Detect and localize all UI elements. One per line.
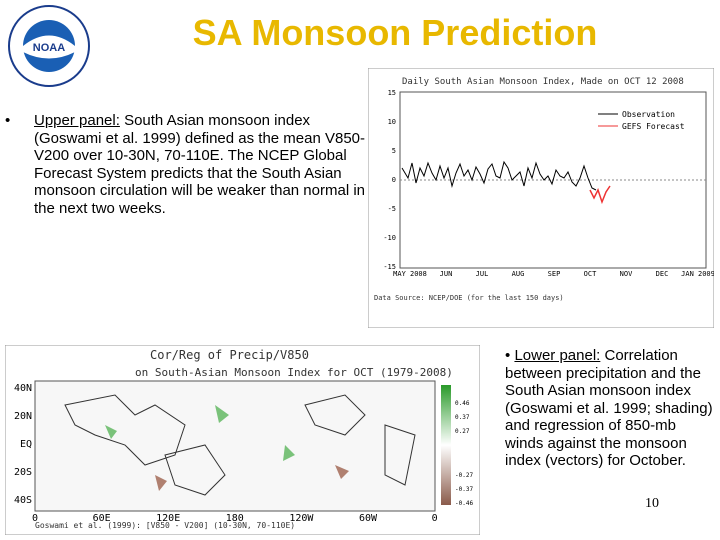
x-tick-label: JUL (476, 270, 489, 278)
y-tick-label: 15 (388, 89, 396, 97)
x-tick-label: MAY 2008 (393, 270, 427, 278)
x-tick-label: JAN 2009 (681, 270, 714, 278)
map-subtitle: on South-Asian Monsoon Index for OCT (19… (135, 366, 453, 379)
lon-label: 60W (359, 513, 378, 524)
lat-label: EQ (20, 439, 32, 450)
observation-line (401, 160, 597, 191)
x-tick-label: AUG (512, 270, 525, 278)
footnote: Goswami et al. (1999): [V850 - V200] (10… (35, 521, 295, 530)
colorbar-label: -0.46 (455, 500, 473, 507)
colorbar-label: 0.46 (455, 400, 470, 407)
x-tick-label: SEP (548, 270, 561, 278)
y-tick-label: 10 (388, 118, 396, 126)
colorbar-label: -0.27 (455, 472, 473, 479)
forecast-line (589, 185, 611, 205)
text: Correlation between precipitation and th… (505, 347, 713, 469)
lon-label: 0 (432, 513, 438, 524)
label: Upper panel: (34, 112, 120, 129)
lower-chart: Cor/Reg of Precip/V850 on South-Asian Mo… (5, 345, 480, 535)
bullet: • (5, 112, 11, 129)
lat-labels: 40N 20N EQ 20S 40S (14, 383, 32, 506)
lon-label: 60E (93, 513, 111, 524)
colorbar-label: 0.27 (455, 428, 470, 435)
lon-label: 120E (156, 513, 180, 524)
noaa-logo: NOAA (8, 5, 90, 87)
x-tick-label: DEC (656, 270, 669, 278)
label: Lower panel: (514, 347, 601, 364)
x-tick-label: NOV (620, 270, 633, 278)
source: Data Source: NCEP/DOE (for the last 150 … (374, 294, 564, 302)
x-tick-label: OCT (584, 270, 597, 278)
lat-label: 20S (14, 467, 32, 478)
lat-label: 40S (14, 495, 32, 506)
slide-title: SA Monsoon Prediction (192, 12, 598, 53)
colorbar-labels: 0.46 0.37 0.27 -0.27 -0.37 -0.46 (455, 400, 473, 507)
page-number: 10 (645, 496, 659, 511)
lon-label: 180 (226, 513, 244, 524)
colorbar-label: 0.37 (455, 414, 470, 421)
bullet: • (505, 347, 511, 364)
lat-label: 20N (14, 411, 32, 422)
lon-labels: 0 60E 120E 180 120W 60W 0 (32, 513, 438, 524)
lat-label: 40N (14, 383, 32, 394)
y-tick-label: -5 (388, 205, 396, 213)
legend-entry: Observation (622, 110, 675, 119)
text: South Asian monsoon index (Goswami et al… (34, 112, 366, 217)
chart-title: Daily South Asian Monsoon Index, Made on… (402, 77, 684, 87)
y-tick-label: -10 (383, 234, 396, 242)
upper-description: Upper panel: South Asian monsoon index (… (34, 112, 374, 217)
upper-chart: Daily South Asian Monsoon Index, Made on… (368, 68, 714, 328)
lon-label: 120W (289, 513, 314, 524)
lon-label: 0 (32, 513, 38, 524)
logo-text: NOAA (33, 42, 65, 54)
y-tick-label: 5 (392, 147, 396, 155)
map-title: Cor/Reg of Precip/V850 (150, 348, 309, 362)
x-tick-label: JUN (440, 270, 453, 278)
lower-description: • Lower panel: Correlation between preci… (505, 347, 717, 470)
legend-entry: GEFS Forecast (622, 122, 685, 131)
y-tick-label: 0 (392, 176, 396, 184)
y-axis: 15 10 5 0 -5 -10 -15 (383, 89, 396, 271)
x-axis: MAY 2008 JUN JUL AUG SEP OCT NOV DEC JAN 2009 (393, 270, 714, 278)
colorbar-label: -0.37 (455, 486, 473, 493)
y-tick-label: -15 (383, 263, 396, 271)
